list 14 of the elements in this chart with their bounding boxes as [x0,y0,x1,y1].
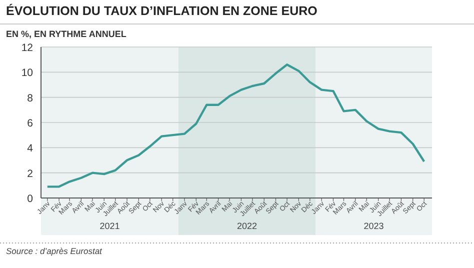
y-tick-label: 12 [21,42,34,54]
y-tick-label: 2 [27,168,34,180]
chart-title: ÉVOLUTION DU TAUX D’INFLATION EN ZONE EURO [6,3,318,18]
y-tick-label: 10 [21,67,34,80]
y-tick-label: 4 [27,142,34,155]
y-tick-label: 6 [27,118,34,130]
band-label: 2023 [364,221,384,231]
line-series [46,64,426,188]
y-tick-label: 0 [27,193,34,205]
band-label: 2021 [100,221,120,231]
y-tick-label: 8 [27,92,34,104]
source-note: Source : d’après Eurostat [6,246,103,256]
band-label: 2022 [237,221,258,231]
chart-subtitle: EN %, EN RYTHME ANNUEL [6,29,127,39]
